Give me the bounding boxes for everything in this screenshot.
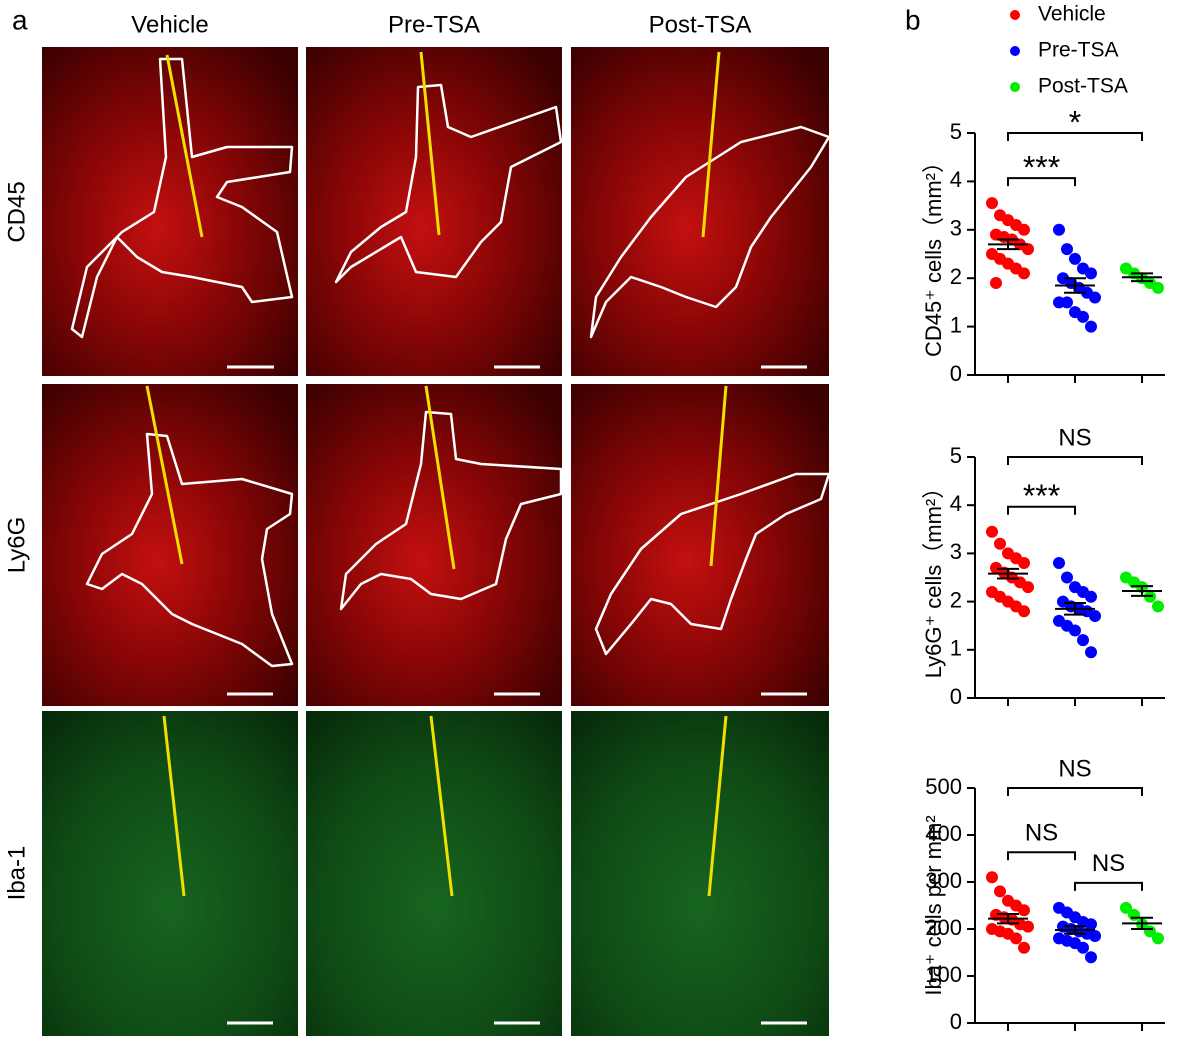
- y-tick-label: 2: [950, 587, 962, 612]
- data-point: [990, 277, 1002, 290]
- significance-label: NS: [1058, 424, 1091, 451]
- y-tick-label: 1: [950, 312, 962, 337]
- row-title: Iba-1: [3, 846, 30, 901]
- data-point: [1061, 243, 1073, 256]
- significance-bracket: [1007, 132, 1143, 141]
- significance-label: NS: [1092, 850, 1125, 877]
- y-tick-label: 0: [950, 1009, 962, 1034]
- significance-bracket: [1007, 505, 1076, 515]
- legend-marker: [1010, 82, 1020, 92]
- column-title: Vehicle: [131, 11, 208, 38]
- y-tick-label: 2: [950, 264, 962, 289]
- data-point: [1085, 918, 1097, 931]
- legend-marker: [1010, 46, 1020, 56]
- significance-bracket: [1007, 851, 1076, 861]
- data-point: [1022, 243, 1034, 256]
- panel-label: b: [905, 4, 921, 35]
- significance-label: NS: [1058, 755, 1091, 782]
- significance-label: *: [1069, 104, 1081, 140]
- data-point: [1053, 223, 1065, 236]
- data-point: [1010, 932, 1022, 945]
- y-axis-title: Iba⁺ cells per mm²: [921, 815, 946, 995]
- y-tick-label: 200: [925, 915, 962, 940]
- data-point: [986, 871, 998, 884]
- micrograph: [306, 384, 563, 706]
- data-point: [1018, 557, 1030, 570]
- column-title: Post-TSA: [649, 11, 752, 38]
- data-point: [1077, 941, 1089, 954]
- data-point: [1128, 908, 1140, 921]
- data-point: [1069, 624, 1081, 637]
- significance-label: ***: [1023, 478, 1060, 514]
- data-point: [1069, 252, 1081, 265]
- data-point: [1085, 590, 1097, 603]
- significance-label: NS: [1025, 820, 1058, 847]
- column-title: Pre-TSA: [388, 11, 480, 38]
- data-point: [1053, 557, 1065, 570]
- micrograph: [42, 384, 298, 706]
- y-tick-label: 100: [925, 962, 962, 987]
- data-point: [1018, 267, 1030, 280]
- data-point: [1152, 932, 1164, 945]
- significance-bracket: [1007, 787, 1143, 796]
- y-tick-label: 0: [950, 684, 962, 709]
- data-point: [1018, 223, 1030, 236]
- data-point: [1022, 581, 1034, 594]
- panel-label: a: [12, 4, 28, 35]
- y-tick-label: 4: [950, 491, 962, 516]
- data-point: [1085, 646, 1097, 659]
- data-point: [1018, 941, 1030, 954]
- data-point: [1085, 320, 1097, 333]
- data-point: [1018, 904, 1030, 917]
- legend-label: Post-TSA: [1038, 75, 1128, 98]
- micrograph: [571, 711, 829, 1036]
- micrograph: [571, 47, 831, 376]
- y-axis-title: CD45⁺ cells（mm²）: [921, 151, 946, 357]
- legend-label: Vehicle: [1038, 3, 1106, 26]
- row-title: CD45: [3, 181, 30, 242]
- y-tick-label: 5: [950, 443, 962, 468]
- data-point: [1152, 281, 1164, 294]
- data-point: [1089, 610, 1101, 623]
- data-point: [986, 525, 998, 538]
- data-point: [1018, 605, 1030, 618]
- y-tick-label: 1: [950, 636, 962, 661]
- data-point: [1089, 291, 1101, 304]
- data-point: [1061, 571, 1073, 584]
- y-tick-label: 4: [950, 167, 962, 192]
- legend-marker: [1010, 10, 1020, 20]
- data-point: [1077, 310, 1089, 323]
- legend-label: Pre-TSA: [1038, 39, 1119, 62]
- data-point: [986, 197, 998, 210]
- micrograph: [42, 47, 298, 376]
- y-tick-label: 3: [950, 216, 962, 241]
- significance-bracket: [1007, 456, 1143, 465]
- y-tick-label: 5: [950, 119, 962, 144]
- y-tick-label: 3: [950, 539, 962, 564]
- data-point: [1085, 267, 1097, 280]
- data-point: [994, 537, 1006, 550]
- micrograph: [42, 711, 298, 1036]
- data-point: [1077, 634, 1089, 647]
- data-point: [1022, 920, 1034, 933]
- significance-label: ***: [1023, 150, 1060, 186]
- y-tick-label: 0: [950, 361, 962, 386]
- y-tick-label: 300: [925, 868, 962, 893]
- data-point: [994, 885, 1006, 898]
- data-point: [1061, 296, 1073, 309]
- y-tick-label: 500: [925, 774, 962, 799]
- micrograph: [571, 384, 831, 706]
- micrograph: [306, 47, 563, 376]
- data-point: [1089, 930, 1101, 943]
- data-point: [1120, 901, 1132, 914]
- significance-bracket: [1007, 177, 1076, 187]
- micrograph: [306, 711, 562, 1036]
- y-tick-label: 400: [925, 821, 962, 846]
- row-title: Ly6G: [3, 517, 30, 573]
- significance-bracket: [1074, 881, 1143, 891]
- data-point: [1085, 951, 1097, 964]
- y-axis-title: Ly6G⁺ cells（mm²）: [921, 477, 946, 678]
- data-point: [1152, 600, 1164, 613]
